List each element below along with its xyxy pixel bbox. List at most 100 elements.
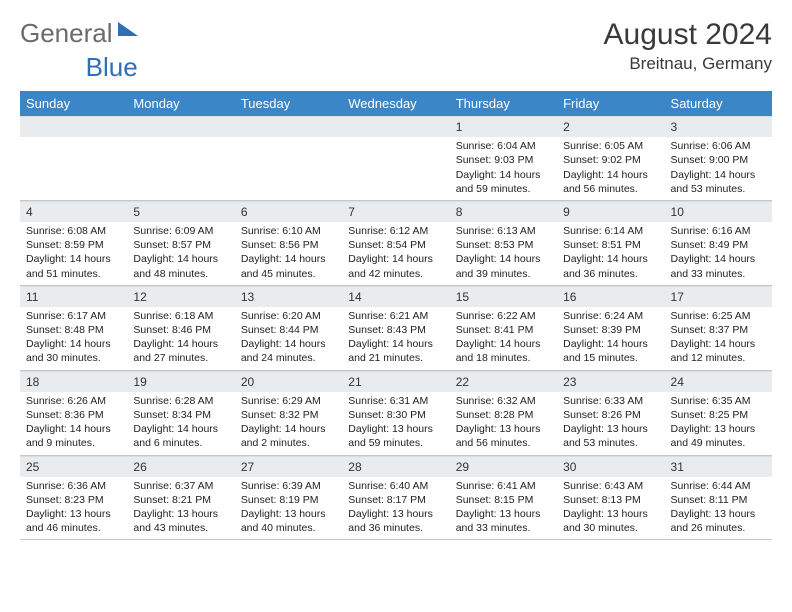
day-body: Sunrise: 6:41 AMSunset: 8:15 PMDaylight:… [450,477,557,540]
day-number: 7 [342,201,449,222]
sunset-text: Sunset: 8:34 PM [133,408,228,422]
day-number: 27 [235,456,342,477]
day-cell: 8Sunrise: 6:13 AMSunset: 8:53 PMDaylight… [450,201,557,285]
day-number: 16 [557,286,664,307]
sunset-text: Sunset: 8:48 PM [26,323,121,337]
sunrise-text: Sunrise: 6:44 AM [671,479,766,493]
day-number: 8 [450,201,557,222]
day-cell: 17Sunrise: 6:25 AMSunset: 8:37 PMDayligh… [665,286,772,370]
day-number: 29 [450,456,557,477]
sunrise-text: Sunrise: 6:05 AM [563,139,658,153]
daylight-text: Daylight: 14 hours and 18 minutes. [456,337,551,365]
daylight-text: Daylight: 14 hours and 42 minutes. [348,252,443,280]
logo-triangle-icon [118,22,138,36]
day-body [342,137,449,197]
day-number: 21 [342,371,449,392]
day-body: Sunrise: 6:04 AMSunset: 9:03 PMDaylight:… [450,137,557,200]
day-number [342,116,449,137]
day-number: 13 [235,286,342,307]
daylight-text: Daylight: 13 hours and 46 minutes. [26,507,121,535]
sunrise-text: Sunrise: 6:24 AM [563,309,658,323]
day-body: Sunrise: 6:40 AMSunset: 8:17 PMDaylight:… [342,477,449,540]
day-cell [235,116,342,200]
day-number: 3 [665,116,772,137]
day-cell: 14Sunrise: 6:21 AMSunset: 8:43 PMDayligh… [342,286,449,370]
daylight-text: Daylight: 13 hours and 56 minutes. [456,422,551,450]
sunset-text: Sunset: 8:46 PM [133,323,228,337]
sunrise-text: Sunrise: 6:39 AM [241,479,336,493]
day-body: Sunrise: 6:24 AMSunset: 8:39 PMDaylight:… [557,307,664,370]
day-body: Sunrise: 6:37 AMSunset: 8:21 PMDaylight:… [127,477,234,540]
sunset-text: Sunset: 8:39 PM [563,323,658,337]
daylight-text: Daylight: 14 hours and 51 minutes. [26,252,121,280]
weekday-header: Sunday [20,91,127,116]
day-cell: 7Sunrise: 6:12 AMSunset: 8:54 PMDaylight… [342,201,449,285]
logo-text-gray: General [20,18,113,49]
sunset-text: Sunset: 8:44 PM [241,323,336,337]
sunrise-text: Sunrise: 6:32 AM [456,394,551,408]
day-body: Sunrise: 6:16 AMSunset: 8:49 PMDaylight:… [665,222,772,285]
day-cell: 6Sunrise: 6:10 AMSunset: 8:56 PMDaylight… [235,201,342,285]
day-body: Sunrise: 6:32 AMSunset: 8:28 PMDaylight:… [450,392,557,455]
day-cell: 11Sunrise: 6:17 AMSunset: 8:48 PMDayligh… [20,286,127,370]
sunset-text: Sunset: 8:15 PM [456,493,551,507]
daylight-text: Daylight: 14 hours and 45 minutes. [241,252,336,280]
sunrise-text: Sunrise: 6:26 AM [26,394,121,408]
day-cell: 16Sunrise: 6:24 AMSunset: 8:39 PMDayligh… [557,286,664,370]
sunrise-text: Sunrise: 6:09 AM [133,224,228,238]
daylight-text: Daylight: 13 hours and 49 minutes. [671,422,766,450]
day-body: Sunrise: 6:17 AMSunset: 8:48 PMDaylight:… [20,307,127,370]
day-cell: 4Sunrise: 6:08 AMSunset: 8:59 PMDaylight… [20,201,127,285]
sunset-text: Sunset: 9:02 PM [563,153,658,167]
weekday-header: Wednesday [342,91,449,116]
day-body: Sunrise: 6:39 AMSunset: 8:19 PMDaylight:… [235,477,342,540]
daylight-text: Daylight: 14 hours and 39 minutes. [456,252,551,280]
day-number: 24 [665,371,772,392]
day-number: 10 [665,201,772,222]
daylight-text: Daylight: 13 hours and 36 minutes. [348,507,443,535]
sunset-text: Sunset: 8:13 PM [563,493,658,507]
week-row: 1Sunrise: 6:04 AMSunset: 9:03 PMDaylight… [20,116,772,201]
daylight-text: Daylight: 13 hours and 53 minutes. [563,422,658,450]
sunset-text: Sunset: 8:53 PM [456,238,551,252]
day-cell: 10Sunrise: 6:16 AMSunset: 8:49 PMDayligh… [665,201,772,285]
week-row: 25Sunrise: 6:36 AMSunset: 8:23 PMDayligh… [20,456,772,541]
sunset-text: Sunset: 8:54 PM [348,238,443,252]
day-body: Sunrise: 6:08 AMSunset: 8:59 PMDaylight:… [20,222,127,285]
sunrise-text: Sunrise: 6:41 AM [456,479,551,493]
sunset-text: Sunset: 8:43 PM [348,323,443,337]
day-cell: 9Sunrise: 6:14 AMSunset: 8:51 PMDaylight… [557,201,664,285]
daylight-text: Daylight: 14 hours and 2 minutes. [241,422,336,450]
day-cell: 13Sunrise: 6:20 AMSunset: 8:44 PMDayligh… [235,286,342,370]
sunrise-text: Sunrise: 6:25 AM [671,309,766,323]
day-body: Sunrise: 6:06 AMSunset: 9:00 PMDaylight:… [665,137,772,200]
day-body: Sunrise: 6:31 AMSunset: 8:30 PMDaylight:… [342,392,449,455]
daylight-text: Daylight: 14 hours and 59 minutes. [456,168,551,196]
day-cell: 1Sunrise: 6:04 AMSunset: 9:03 PMDaylight… [450,116,557,200]
sunrise-text: Sunrise: 6:35 AM [671,394,766,408]
daylight-text: Daylight: 14 hours and 24 minutes. [241,337,336,365]
week-row: 4Sunrise: 6:08 AMSunset: 8:59 PMDaylight… [20,201,772,286]
sunset-text: Sunset: 8:21 PM [133,493,228,507]
sunrise-text: Sunrise: 6:36 AM [26,479,121,493]
sunrise-text: Sunrise: 6:43 AM [563,479,658,493]
daylight-text: Daylight: 14 hours and 9 minutes. [26,422,121,450]
daylight-text: Daylight: 14 hours and 53 minutes. [671,168,766,196]
day-cell: 27Sunrise: 6:39 AMSunset: 8:19 PMDayligh… [235,456,342,540]
day-number: 26 [127,456,234,477]
day-cell: 12Sunrise: 6:18 AMSunset: 8:46 PMDayligh… [127,286,234,370]
day-cell: 3Sunrise: 6:06 AMSunset: 9:00 PMDaylight… [665,116,772,200]
daylight-text: Daylight: 13 hours and 43 minutes. [133,507,228,535]
week-row: 11Sunrise: 6:17 AMSunset: 8:48 PMDayligh… [20,286,772,371]
day-cell [342,116,449,200]
day-number: 5 [127,201,234,222]
daylight-text: Daylight: 14 hours and 27 minutes. [133,337,228,365]
day-body [235,137,342,197]
daylight-text: Daylight: 14 hours and 33 minutes. [671,252,766,280]
day-cell: 21Sunrise: 6:31 AMSunset: 8:30 PMDayligh… [342,371,449,455]
day-body: Sunrise: 6:43 AMSunset: 8:13 PMDaylight:… [557,477,664,540]
day-number: 18 [20,371,127,392]
sunset-text: Sunset: 8:36 PM [26,408,121,422]
daylight-text: Daylight: 13 hours and 40 minutes. [241,507,336,535]
sunset-text: Sunset: 8:23 PM [26,493,121,507]
